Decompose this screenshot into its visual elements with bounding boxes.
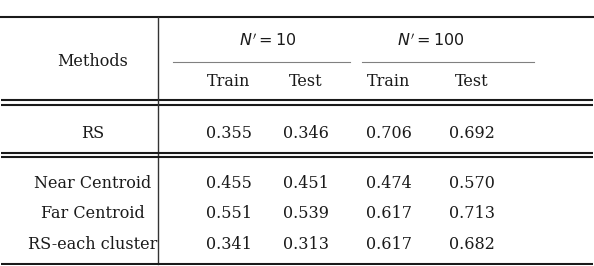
Text: 0.682: 0.682 bbox=[449, 236, 495, 253]
Text: 0.451: 0.451 bbox=[283, 175, 329, 192]
Text: Train: Train bbox=[367, 73, 410, 90]
Text: Far Centroid: Far Centroid bbox=[40, 205, 144, 222]
Text: RS-each cluster: RS-each cluster bbox=[28, 236, 157, 253]
Text: 0.617: 0.617 bbox=[366, 236, 412, 253]
Text: 0.355: 0.355 bbox=[206, 124, 252, 142]
Text: 0.706: 0.706 bbox=[366, 124, 412, 142]
Text: $N' = 10$: $N' = 10$ bbox=[239, 33, 296, 50]
Text: Test: Test bbox=[289, 73, 323, 90]
Text: 0.341: 0.341 bbox=[206, 236, 252, 253]
Text: Train: Train bbox=[207, 73, 251, 90]
Text: Test: Test bbox=[455, 73, 489, 90]
Text: 0.313: 0.313 bbox=[283, 236, 329, 253]
Text: 0.713: 0.713 bbox=[449, 205, 495, 222]
Text: Methods: Methods bbox=[57, 53, 128, 70]
Text: 0.455: 0.455 bbox=[206, 175, 252, 192]
Text: Near Centroid: Near Centroid bbox=[34, 175, 151, 192]
Text: 0.539: 0.539 bbox=[283, 205, 329, 222]
Text: $N' = 100$: $N' = 100$ bbox=[397, 33, 464, 50]
Text: 0.617: 0.617 bbox=[366, 205, 412, 222]
Text: 0.570: 0.570 bbox=[449, 175, 495, 192]
Text: RS: RS bbox=[81, 124, 104, 142]
Text: 0.474: 0.474 bbox=[366, 175, 412, 192]
Text: 0.346: 0.346 bbox=[283, 124, 329, 142]
Text: 0.551: 0.551 bbox=[206, 205, 252, 222]
Text: 0.692: 0.692 bbox=[449, 124, 495, 142]
